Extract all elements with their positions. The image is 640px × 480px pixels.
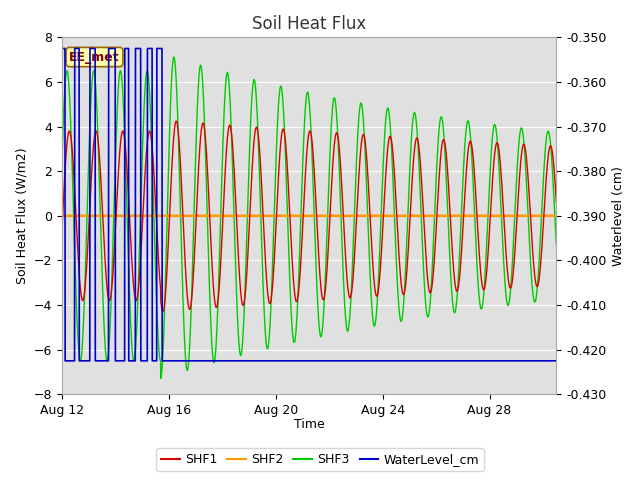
X-axis label: Time: Time bbox=[294, 419, 324, 432]
Title: Soil Heat Flux: Soil Heat Flux bbox=[252, 15, 366, 33]
Legend: SHF1, SHF2, SHF3, WaterLevel_cm: SHF1, SHF2, SHF3, WaterLevel_cm bbox=[156, 448, 484, 471]
Text: EE_met: EE_met bbox=[69, 50, 120, 63]
Y-axis label: Waterlevel (cm): Waterlevel (cm) bbox=[612, 166, 625, 266]
Y-axis label: Soil Heat Flux (W/m2): Soil Heat Flux (W/m2) bbox=[15, 147, 28, 284]
